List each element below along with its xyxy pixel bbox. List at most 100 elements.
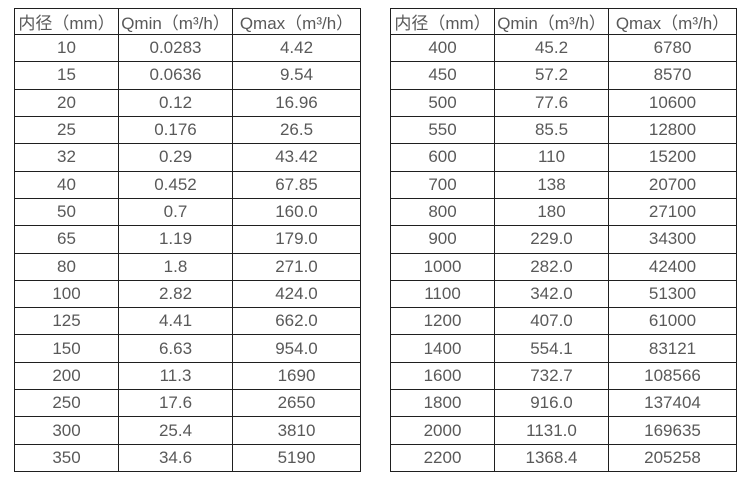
cell-qmin: 138	[494, 170, 609, 199]
cell-qmin: 0.176	[118, 115, 233, 145]
cell-inner-diameter: 600	[390, 143, 495, 172]
cell-inner-diameter: 25	[14, 115, 119, 145]
cell-qmax: 2650	[232, 389, 361, 418]
cell-qmax: 20700	[608, 170, 737, 199]
cell-qmin: 1368.4	[494, 443, 609, 473]
cell-qmin: 282.0	[494, 252, 609, 281]
cell-qmax: 43.42	[232, 143, 361, 172]
cell-qmin: 407.0	[494, 307, 609, 336]
cell-qmax: 1690	[232, 361, 361, 391]
cell-qmax: 83121	[608, 334, 737, 363]
cell-inner-diameter: 450	[390, 61, 495, 90]
table-row: 40 0.452 67.85	[14, 170, 361, 199]
cell-inner-diameter: 1600	[390, 361, 495, 391]
cell-inner-diameter: 40	[14, 170, 119, 199]
table-row: 1200 407.0 61000	[390, 307, 737, 336]
cell-inner-diameter: 15	[14, 61, 119, 90]
cell-qmin: 554.1	[494, 334, 609, 363]
cell-inner-diameter: 300	[14, 416, 119, 445]
cell-qmin: 0.29	[118, 143, 233, 172]
cell-qmin: 342.0	[494, 279, 609, 309]
header-row: 内径（mm） Qmin（m³/h） Qmax（m³/h）	[14, 8, 361, 35]
cell-qmax: 205258	[608, 443, 737, 473]
cell-qmax: 34300	[608, 225, 737, 254]
table-row: 700 138 20700	[390, 170, 737, 199]
cell-qmin: 2.82	[118, 279, 233, 309]
cell-inner-diameter: 10	[14, 33, 119, 63]
cell-qmax: 424.0	[232, 279, 361, 309]
table-row: 50 0.7 160.0	[14, 197, 361, 227]
table-row: 10 0.0283 4.42	[14, 33, 361, 63]
cell-qmin: 110	[494, 143, 609, 172]
col-header-qmin: Qmin（m³/h）	[118, 8, 233, 35]
table-row: 65 1.19 179.0	[14, 225, 361, 254]
cell-inner-diameter: 500	[390, 88, 495, 117]
cell-qmax: 5190	[232, 443, 361, 473]
cell-inner-diameter: 100	[14, 279, 119, 309]
col-header-qmax: Qmax（m³/h）	[232, 8, 361, 35]
cell-qmax: 662.0	[232, 307, 361, 336]
table-row: 550 85.5 12800	[390, 115, 737, 145]
cell-qmax: 67.85	[232, 170, 361, 199]
cell-qmax: 12800	[608, 115, 737, 145]
cell-inner-diameter: 65	[14, 225, 119, 254]
table-row: 125 4.41 662.0	[14, 307, 361, 336]
table-row: 1100 342.0 51300	[390, 279, 737, 309]
cell-inner-diameter: 150	[14, 334, 119, 363]
cell-qmin: 0.12	[118, 88, 233, 117]
cell-inner-diameter: 200	[14, 361, 119, 391]
cell-qmin: 916.0	[494, 389, 609, 418]
table-body: 400 45.2 6780 450 57.2 8570 500 77.6 10600 550 85.…	[390, 33, 737, 473]
cell-qmax: 6780	[608, 33, 737, 63]
cell-qmax: 169635	[608, 416, 737, 445]
cell-inner-diameter: 32	[14, 143, 119, 172]
cell-inner-diameter: 800	[390, 197, 495, 227]
cell-qmin: 11.3	[118, 361, 233, 391]
table-row: 350 34.6 5190	[14, 443, 361, 473]
cell-qmin: 180	[494, 197, 609, 227]
flow-spec-table-large-diameters: 内径（mm） Qmin（m³/h） Qmax（m³/h） 400 45.2 6780…	[390, 8, 737, 473]
col-header-qmax: Qmax（m³/h）	[608, 8, 737, 35]
col-header-inner-diameter: 内径（mm）	[14, 8, 119, 35]
table-row: 600 110 15200	[390, 143, 737, 172]
cell-qmin: 1.19	[118, 225, 233, 254]
cell-qmin: 229.0	[494, 225, 609, 254]
cell-qmax: 4.42	[232, 33, 361, 63]
flow-spec-table-small-diameters: 内径（mm） Qmin（m³/h） Qmax（m³/h） 10 0.0283 4.4…	[14, 8, 361, 473]
table-row: 150 6.63 954.0	[14, 334, 361, 363]
cell-inner-diameter: 1200	[390, 307, 495, 336]
cell-qmax: 27100	[608, 197, 737, 227]
table-row: 400 45.2 6780	[390, 33, 737, 63]
cell-qmin: 17.6	[118, 389, 233, 418]
cell-qmin: 1131.0	[494, 416, 609, 445]
table-row: 200 11.3 1690	[14, 361, 361, 391]
table-row: 2200 1368.4 205258	[390, 443, 737, 473]
cell-qmin: 4.41	[118, 307, 233, 336]
cell-inner-diameter: 400	[390, 33, 495, 63]
cell-inner-diameter: 350	[14, 443, 119, 473]
cell-qmin: 0.7	[118, 197, 233, 227]
cell-qmax: 42400	[608, 252, 737, 281]
header-row: 内径（mm） Qmin（m³/h） Qmax（m³/h）	[390, 8, 737, 35]
cell-qmin: 732.7	[494, 361, 609, 391]
cell-qmax: 954.0	[232, 334, 361, 363]
table-row: 1600 732.7 108566	[390, 361, 737, 391]
col-header-qmin: Qmin（m³/h）	[494, 8, 609, 35]
table-body: 10 0.0283 4.42 15 0.0636 9.54 20 0.12 16.96 25 0.1…	[14, 33, 361, 473]
table-row: 900 229.0 34300	[390, 225, 737, 254]
cell-qmin: 57.2	[494, 61, 609, 90]
table-row: 1000 282.0 42400	[390, 252, 737, 281]
table-row: 250 17.6 2650	[14, 389, 361, 418]
cell-inner-diameter: 1100	[390, 279, 495, 309]
cell-inner-diameter: 250	[14, 389, 119, 418]
table-row: 20 0.12 16.96	[14, 88, 361, 117]
cell-qmin: 0.0283	[118, 33, 233, 63]
cell-qmax: 51300	[608, 279, 737, 309]
cell-inner-diameter: 125	[14, 307, 119, 336]
cell-inner-diameter: 80	[14, 252, 119, 281]
table-row: 25 0.176 26.5	[14, 115, 361, 145]
table-row: 1400 554.1 83121	[390, 334, 737, 363]
cell-qmin: 77.6	[494, 88, 609, 117]
cell-qmax: 137404	[608, 389, 737, 418]
